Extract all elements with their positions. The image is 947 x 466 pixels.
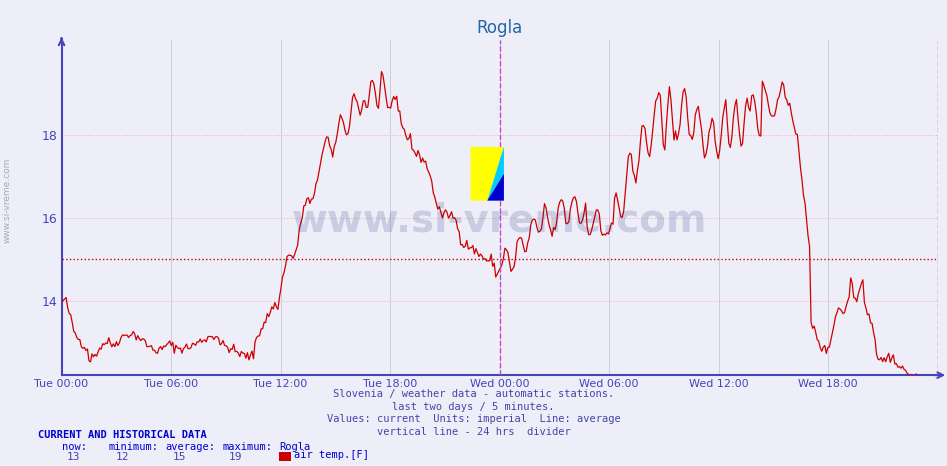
Text: now:: now:: [62, 442, 86, 452]
Text: last two days / 5 minutes.: last two days / 5 minutes.: [392, 402, 555, 411]
Text: CURRENT AND HISTORICAL DATA: CURRENT AND HISTORICAL DATA: [38, 430, 206, 440]
Text: average:: average:: [166, 442, 216, 452]
Text: air temp.[F]: air temp.[F]: [294, 451, 368, 460]
Text: Values: current  Units: imperial  Line: average: Values: current Units: imperial Line: av…: [327, 414, 620, 424]
Text: www.si-vreme.com: www.si-vreme.com: [292, 202, 707, 240]
Title: Rogla: Rogla: [476, 19, 523, 37]
Text: www.si-vreme.com: www.si-vreme.com: [3, 158, 12, 243]
Text: vertical line - 24 hrs  divider: vertical line - 24 hrs divider: [377, 427, 570, 437]
Text: Slovenia / weather data - automatic stations.: Slovenia / weather data - automatic stat…: [333, 389, 614, 399]
Text: 15: 15: [172, 452, 186, 462]
Text: 19: 19: [229, 452, 242, 462]
Text: minimum:: minimum:: [109, 442, 159, 452]
Text: 12: 12: [116, 452, 129, 462]
Text: Rogla: Rogla: [279, 442, 311, 452]
Text: 13: 13: [66, 452, 80, 462]
Text: maximum:: maximum:: [223, 442, 273, 452]
